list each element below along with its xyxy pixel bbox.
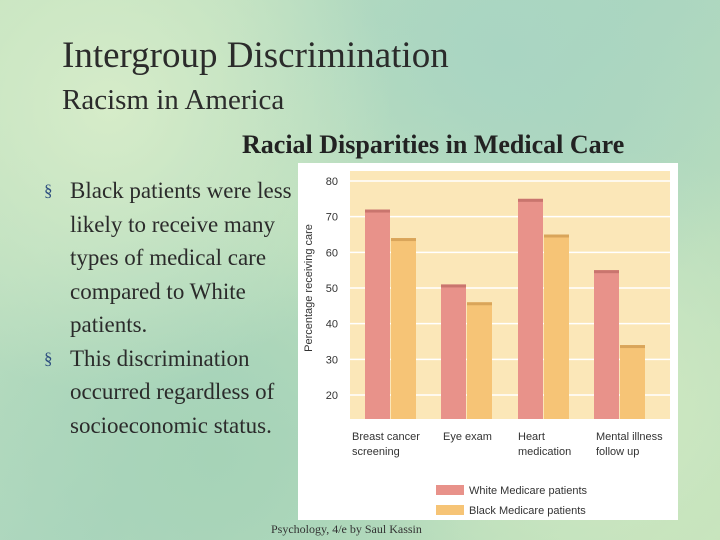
y-tick-label: 30 (326, 354, 338, 366)
slide-title: Intergroup Discrimination (62, 35, 449, 76)
y-tick-label: 80 (326, 176, 338, 188)
x-category-label-line: Breast cancer (352, 431, 420, 443)
footer-credit: Psychology, 4/e by Saul Kassin (271, 522, 422, 536)
y-tick-label: 40 (326, 319, 338, 331)
bullet-marker: § (44, 181, 53, 200)
bar-top-edge (467, 302, 492, 306)
x-category-label-line: follow up (596, 446, 639, 458)
bar (544, 234, 569, 419)
legend-swatch (436, 505, 464, 515)
y-tick-label: 60 (326, 247, 338, 259)
bullet-marker: § (44, 348, 53, 368)
x-category-label-line: Heart (518, 431, 545, 443)
x-category-label-line: medication (518, 446, 571, 458)
bar (391, 238, 416, 419)
x-category-label: Heart medication (518, 431, 571, 458)
chart-heading: Racial Disparities in Medical Care (242, 130, 625, 159)
bar-top-edge (441, 284, 466, 288)
bar (467, 302, 492, 419)
y-tick-label: 70 (326, 212, 338, 224)
bar (518, 198, 543, 419)
bar-top-edge (518, 198, 543, 202)
bullet-text: Black patients were less likely to recei… (70, 178, 292, 337)
y-tick-label: 20 (326, 390, 338, 402)
bar (594, 270, 619, 419)
bar-top-edge (594, 270, 619, 274)
x-category-label-line: Eye exam (443, 431, 492, 443)
x-category-label: Breast cancer screening (352, 431, 420, 458)
bullet-item: § This discrimination occurred regardles… (42, 342, 292, 443)
x-category-label: Eye exam (443, 431, 492, 443)
bullet-item: § Black patients were less likely to rec… (42, 174, 292, 342)
chart-panel: 20 30 40 50 60 70 80 Percentage receiving care B… (298, 163, 678, 520)
bar (620, 345, 645, 419)
bullet-text: This discrimination occurred regardless … (70, 345, 275, 438)
y-tick-label: 50 (326, 283, 338, 295)
bar-top-edge (620, 345, 645, 349)
bullet-list: § Black patients were less likely to rec… (42, 174, 292, 442)
bar-chart: 20 30 40 50 60 70 80 Percentage receiving care B… (303, 171, 670, 517)
legend-label: Black Medicare patients (469, 505, 586, 517)
bar-top-edge (365, 209, 390, 213)
bar (441, 284, 466, 419)
bar-top-edge (544, 234, 569, 238)
bar (365, 209, 390, 419)
legend-label: White Medicare patients (469, 485, 587, 497)
x-category-label-line: screening (352, 446, 400, 458)
slide-subtitle: Racism in America (62, 84, 285, 116)
x-category-label: Mental illness follow up (596, 431, 663, 458)
y-axis-label: Percentage receiving care (303, 224, 315, 352)
legend-swatch (436, 485, 464, 495)
x-category-label-line: Mental illness (596, 431, 663, 443)
bar-top-edge (391, 238, 416, 242)
